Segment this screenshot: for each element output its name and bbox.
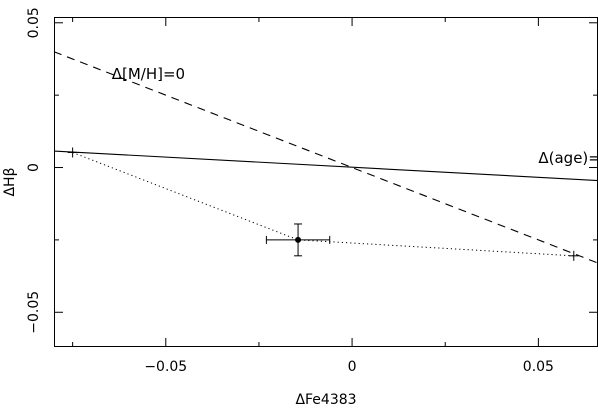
annotation: Δ(age)=0: [538, 149, 598, 167]
x-axis-label: ΔFe4383: [295, 392, 356, 408]
annotation: Δ[M/H]=0: [112, 65, 185, 83]
dotted-path: [72, 152, 574, 257]
y-tick-label: 0: [26, 163, 42, 172]
x-tick-label: −0.05: [144, 359, 187, 375]
endpoint-marker: [67, 147, 78, 158]
measurement-dot: [295, 236, 302, 243]
markers: [67, 147, 579, 261]
measurement-point: [265, 223, 331, 257]
endpoint-marker: [568, 250, 579, 261]
y-tick-label: −0.05: [26, 291, 42, 334]
dashed-line-metallicity: [53, 51, 598, 264]
tick-labels: −0.05 0 0.05 −0.05 0 0.05: [26, 7, 554, 375]
y-axis-label: ΔHβ: [2, 167, 18, 196]
y-tick-label: 0.05: [26, 7, 42, 38]
series: [53, 51, 598, 264]
x-tick-label: 0: [348, 359, 357, 375]
annotations: Δ[M/H]=0 Δ(age)=0: [112, 65, 598, 167]
solid-line-age: [53, 150, 598, 182]
x-tick-label: 0.05: [523, 359, 554, 375]
